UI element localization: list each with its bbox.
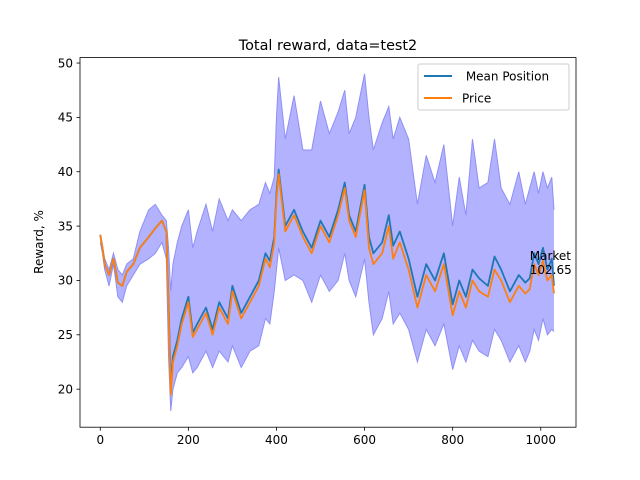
y-tick-label: 45: [58, 111, 73, 125]
band-lower-edge: [99, 241, 555, 411]
market-annotation: Market 102.65: [530, 249, 572, 277]
x-tick-label: 600: [353, 433, 376, 447]
market-annotation-line: Market: [530, 249, 572, 263]
x-tick-label: 0: [96, 433, 104, 447]
y-axis: 20 25 30 35 40 45 50: [58, 56, 80, 396]
series-layer: [99, 168, 555, 396]
x-tick-label: 1000: [525, 433, 556, 447]
legend: Mean Position Price: [417, 63, 570, 111]
x-tick-label: 400: [265, 433, 288, 447]
y-tick-label: 30: [58, 274, 73, 288]
y-tick-label: 40: [58, 165, 73, 179]
price-line: [99, 173, 555, 396]
annotation-layer: Market 102.65: [530, 249, 572, 277]
legend-label: Price: [462, 91, 491, 105]
x-axis: 0 200 400 600 800 1000: [96, 427, 556, 447]
legend-box: [417, 63, 570, 111]
y-tick-label: 35: [58, 219, 73, 233]
x-tick-label: 800: [441, 433, 464, 447]
band-upper-edge: [99, 73, 555, 292]
chart-title: Total reward, data=test2: [238, 38, 417, 54]
market-annotation-line: 102.65: [530, 263, 572, 277]
legend-label: Mean Position: [462, 69, 549, 83]
y-tick-label: 50: [58, 56, 73, 70]
y-axis-label: Reward, %: [32, 210, 46, 274]
y-tick-label: 25: [58, 328, 73, 342]
y-tick-label: 20: [58, 382, 73, 396]
x-tick-label: 200: [177, 433, 200, 447]
plot-frame: [79, 57, 577, 428]
